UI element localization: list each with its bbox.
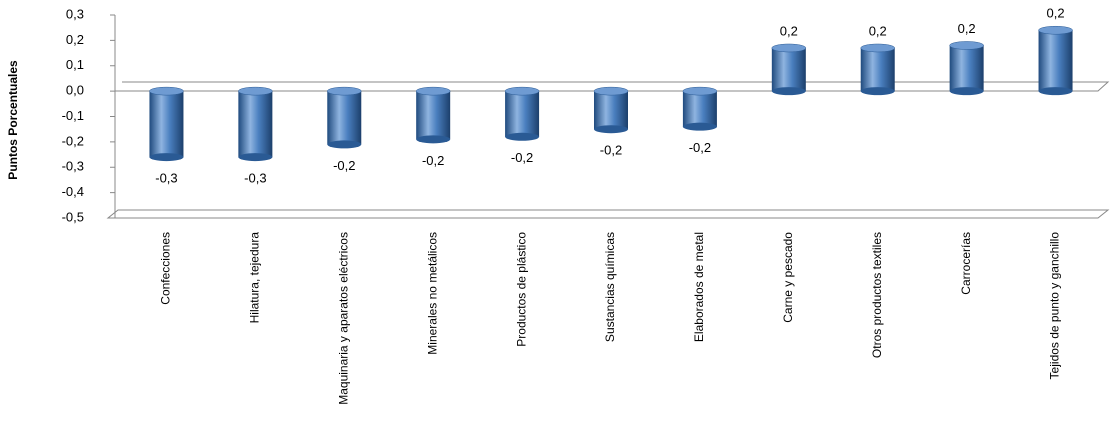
bar — [949, 45, 984, 92]
bar-base — [327, 140, 362, 149]
bar-base — [1038, 87, 1073, 96]
bar-cap — [415, 86, 451, 96]
bar — [505, 91, 540, 137]
value-label: -0,2 — [511, 150, 533, 165]
bar — [771, 47, 806, 92]
bar — [594, 91, 628, 130]
bar — [682, 91, 717, 127]
bar — [416, 91, 451, 140]
x-tick-label: Confecciones — [159, 232, 173, 305]
x-tick-label: Sustancias químicas — [603, 232, 617, 342]
x-tick-label: Tejidos de punto y ganchillo — [1048, 232, 1062, 380]
y-tick-label: 0,1 — [66, 57, 84, 72]
value-label: -0,2 — [333, 158, 355, 173]
bar-base — [594, 125, 628, 134]
bar-base — [860, 87, 895, 96]
bar-cap — [504, 86, 540, 96]
x-tick-label: Hilatura, tejedura — [248, 232, 262, 324]
bar-cap — [593, 86, 629, 96]
bar-cap — [682, 86, 718, 96]
bar-base — [771, 87, 806, 96]
y-tick-label: -0,4 — [62, 184, 84, 199]
y-axis-label: Puntos Porcentuales — [6, 60, 20, 180]
y-tick-label: 0,3 — [66, 6, 84, 21]
value-label: 0,2 — [1047, 6, 1065, 21]
bar-base — [505, 132, 540, 141]
value-label: -0,2 — [600, 143, 622, 158]
bar-cap — [149, 86, 184, 96]
bar-cap — [860, 43, 895, 53]
y-tick-label: -0,5 — [62, 209, 84, 224]
y-tick-label: -0,3 — [62, 159, 84, 174]
value-label: 0,2 — [958, 21, 976, 36]
bar-base — [949, 87, 984, 96]
value-label: -0,3 — [244, 171, 266, 186]
bar — [1038, 30, 1073, 92]
x-tick-label: Productos de plástico — [514, 232, 528, 347]
bar-base — [416, 135, 451, 144]
value-label: -0,3 — [155, 171, 177, 186]
bar-cap — [771, 43, 807, 53]
bar — [860, 47, 895, 92]
bar-cap — [327, 86, 362, 96]
x-tick-label: Elaborados de metal — [692, 232, 706, 342]
value-label: 0,2 — [869, 23, 887, 38]
bar — [238, 91, 273, 158]
y-tick-label: -0,2 — [62, 133, 84, 148]
x-tick-label: Carrocerías — [959, 232, 973, 295]
x-tick-label: Carne y pescado — [781, 232, 795, 323]
bar-base — [682, 122, 717, 131]
bar — [149, 91, 184, 158]
value-label: -0,2 — [689, 140, 711, 155]
y-tick-label: 0,0 — [66, 83, 84, 98]
bar-cap — [1038, 25, 1073, 35]
y-tick-label: 0,2 — [66, 32, 84, 47]
bar-cap — [949, 41, 984, 50]
x-tick-label: Maquinaria y aparatos eléctricos — [336, 232, 350, 405]
bar-cap — [238, 86, 273, 96]
floor — [106, 209, 1110, 219]
bar-base — [149, 153, 184, 162]
x-tick-label: Otros productos textiles — [870, 232, 884, 358]
bar — [327, 91, 362, 145]
value-label: 0,2 — [780, 23, 798, 38]
value-label: -0,2 — [422, 153, 444, 168]
y-tick-label: -0,1 — [62, 108, 84, 123]
x-tick-label: Minerales no metálicos — [425, 232, 439, 355]
bar-base — [238, 153, 273, 162]
